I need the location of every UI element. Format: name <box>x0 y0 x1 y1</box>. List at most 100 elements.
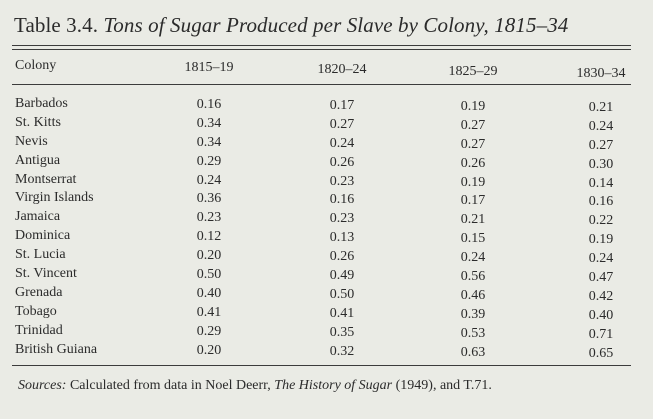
table-row: Barbados 0.16 0.17 0.19 0.21 <box>0 95 653 115</box>
value-cell: 0.36 <box>196 191 222 207</box>
colony-name: Dominica <box>15 228 71 244</box>
value-cell: 0.46 <box>460 287 486 303</box>
table-row: St. Lucia 0.20 0.26 0.24 0.24 <box>0 246 653 267</box>
value-cell: 0.49 <box>329 268 355 284</box>
value-cell: 0.34 <box>196 134 222 150</box>
value-cell: 0.27 <box>588 137 614 153</box>
table-row: Dominica 0.12 0.13 0.15 0.19 <box>0 227 653 248</box>
value-cell: 0.24 <box>460 250 486 266</box>
table-row: British Guiana 0.20 0.32 0.63 0.65 <box>0 341 653 361</box>
value-cell: 0.21 <box>460 212 486 228</box>
table-row: Grenada 0.40 0.50 0.46 0.42 <box>0 284 653 304</box>
colony-name: St. Kitts <box>15 114 61 130</box>
value-cell: 0.41 <box>329 305 355 321</box>
value-cell: 0.50 <box>196 267 222 283</box>
header-rule <box>12 84 631 85</box>
value-cell: 0.40 <box>196 285 222 301</box>
table-row: Antigua 0.29 0.26 0.26 0.30 <box>0 152 653 172</box>
colony-name: Jamaica <box>15 209 61 225</box>
table-row: Montserrat 0.24 0.23 0.19 0.14 <box>0 171 653 191</box>
value-cell: 0.17 <box>460 193 486 209</box>
value-cell: 0.15 <box>460 231 486 247</box>
sources-book-title: The History of Sugar <box>274 378 393 393</box>
top-rule <box>12 45 631 47</box>
value-cell: 0.56 <box>460 269 486 285</box>
table-row: Tobago 0.41 0.41 0.39 0.40 <box>0 303 653 323</box>
value-cell: 0.26 <box>329 154 355 170</box>
sources-text-before: Calculated from data in Noel Deerr, <box>66 378 275 393</box>
value-cell: 0.29 <box>196 323 222 339</box>
value-cell: 0.47 <box>588 270 614 286</box>
colony-name: Barbados <box>15 96 68 111</box>
value-cell: 0.22 <box>588 213 614 229</box>
value-cell: 0.23 <box>329 211 355 227</box>
value-cell: 0.65 <box>588 345 614 361</box>
colony-name: St. Lucia <box>15 247 66 263</box>
table-body: Barbados 0.16 0.17 0.19 0.21 St. Kitts 0… <box>0 95 653 361</box>
value-cell: 0.16 <box>196 97 222 112</box>
value-cell: 0.42 <box>588 288 614 304</box>
value-cell: 0.23 <box>196 210 222 226</box>
colony-name: Antigua <box>15 152 61 168</box>
table-row: Nevis 0.34 0.24 0.27 0.27 <box>0 133 653 153</box>
table-row: St. Kitts 0.34 0.27 0.27 0.24 <box>0 114 653 134</box>
value-cell: 0.27 <box>460 136 486 152</box>
table-row: Virgin Islands 0.36 0.16 0.17 0.16 <box>0 189 653 210</box>
value-cell: 0.24 <box>588 251 614 267</box>
value-cell: 0.17 <box>329 98 355 113</box>
colony-name: Grenada <box>15 284 63 300</box>
colony-name: Virgin Islands <box>15 190 94 206</box>
value-cell: 0.20 <box>196 342 222 358</box>
table-title: Table 3.4. Tons of Sugar Produced per Sl… <box>14 12 568 38</box>
value-cell: 0.53 <box>460 325 486 341</box>
value-cell: 0.20 <box>196 248 222 264</box>
bottom-rule <box>12 365 631 366</box>
value-cell: 0.19 <box>460 174 486 190</box>
value-cell: 0.24 <box>329 135 355 151</box>
value-cell: 0.19 <box>460 99 486 114</box>
value-cell: 0.50 <box>329 286 355 302</box>
value-cell: 0.24 <box>196 172 222 188</box>
header-period-3: 1825–29 <box>448 64 498 79</box>
value-cell: 0.12 <box>196 229 222 245</box>
value-cell: 0.29 <box>196 153 222 169</box>
colony-name: Trinidad <box>15 322 63 338</box>
sources-note: Sources: Calculated from data in Noel De… <box>18 378 492 394</box>
value-cell: 0.35 <box>329 324 355 340</box>
header-colony: Colony <box>15 58 57 73</box>
table-row: Trinidad 0.29 0.35 0.53 0.71 <box>0 322 653 342</box>
value-cell: 0.21 <box>588 100 614 115</box>
table-label: Table 3.4. <box>14 13 99 37</box>
value-cell: 0.27 <box>329 116 355 132</box>
colony-name: Nevis <box>15 133 48 149</box>
value-cell: 0.71 <box>588 326 614 342</box>
value-cell: 0.41 <box>196 304 222 320</box>
value-cell: 0.23 <box>329 173 355 189</box>
top-rule-inner <box>12 49 631 50</box>
value-cell: 0.14 <box>588 175 614 191</box>
value-cell: 0.19 <box>588 232 614 248</box>
sources-text-after: (1949), and T.71. <box>392 378 492 393</box>
colony-name: St. Vincent <box>15 266 77 282</box>
sources-label: Sources: <box>18 378 67 393</box>
header-period-2: 1820–24 <box>317 62 367 77</box>
table-header: Colony 1815–19 1820–24 1825–29 1830–34 <box>0 58 653 81</box>
colony-name: Montserrat <box>15 171 77 187</box>
colony-name: British Guiana <box>15 341 98 357</box>
value-cell: 0.26 <box>329 249 355 265</box>
value-cell: 0.16 <box>588 194 614 210</box>
table-row: Jamaica 0.23 0.23 0.21 0.22 <box>0 208 653 229</box>
colony-name: Tobago <box>15 303 57 319</box>
value-cell: 0.24 <box>588 118 614 134</box>
header-period-1: 1815–19 <box>184 60 234 75</box>
value-cell: 0.63 <box>460 344 486 360</box>
value-cell: 0.27 <box>460 117 486 133</box>
table-row: St. Vincent 0.50 0.49 0.56 0.47 <box>0 265 653 286</box>
value-cell: 0.40 <box>588 307 614 323</box>
value-cell: 0.13 <box>329 230 355 246</box>
value-cell: 0.26 <box>460 155 486 171</box>
header-period-4: 1830–34 <box>576 66 626 81</box>
value-cell: 0.39 <box>460 306 486 322</box>
value-cell: 0.34 <box>196 115 222 131</box>
